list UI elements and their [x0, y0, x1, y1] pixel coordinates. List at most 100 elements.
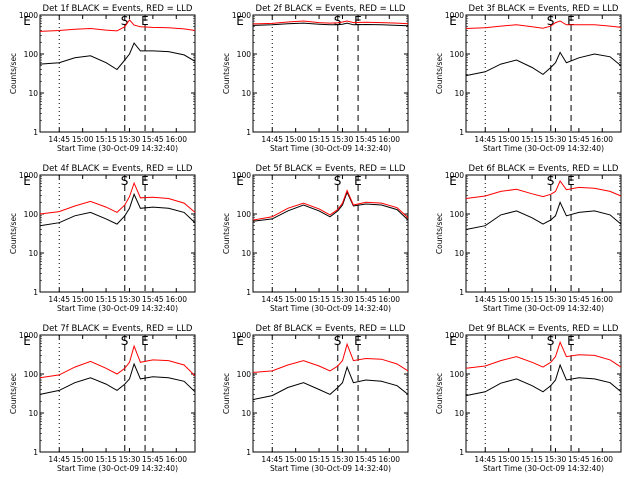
marker-label: E [236, 174, 244, 188]
series-lld-line [465, 340, 622, 369]
x-tick-label: 15:00 [72, 295, 94, 304]
x-tick-label: 15:30 [119, 135, 141, 144]
x-tick-label: 15:15 [521, 455, 543, 464]
x-tick-label: 16:00 [378, 295, 400, 304]
series-lld-line [252, 342, 409, 373]
x-tick-label: 15:30 [545, 295, 567, 304]
y-axis-label: Counts/sec [435, 213, 444, 254]
y-tick-label: 1 [459, 288, 464, 297]
y-tick-label: 10 [28, 89, 38, 98]
x-tick-label: 15:00 [285, 135, 307, 144]
x-tick-label: 15:15 [521, 135, 543, 144]
plot-frame [39, 334, 196, 453]
marker-label: S [334, 14, 342, 28]
x-axis-label: Start Time (30-Oct-09 14:32:40) [483, 144, 604, 153]
series-events-line [465, 363, 622, 397]
x-tick-label: 15:00 [285, 295, 307, 304]
marker-label: E [354, 334, 362, 348]
x-tick-label: 15:30 [332, 295, 354, 304]
x-tick-label: 15:30 [332, 455, 354, 464]
y-tick-label: 10 [241, 89, 251, 98]
x-tick-label: 15:00 [498, 135, 520, 144]
y-axis-label: Counts/sec [222, 213, 231, 254]
marker-label: E [236, 334, 244, 348]
series-lld-line [465, 180, 622, 199]
panel-det-9f: Det 9f BLACK = Events, RED = LLD 1 10 100 10… [435, 324, 622, 473]
x-tick-label: 15:15 [308, 455, 330, 464]
marker-label: E [141, 14, 149, 28]
y-axis-label: Counts/sec [222, 53, 231, 94]
series-events-line [39, 192, 196, 227]
x-axis-label: Start Time (30-Oct-09 14:32:40) [270, 464, 391, 473]
y-tick-label: 100 [24, 210, 39, 219]
x-tick-label: 15:45 [142, 135, 164, 144]
x-tick-label: 15:00 [498, 455, 520, 464]
x-axis-label: Start Time (30-Oct-09 14:32:40) [57, 464, 178, 473]
panel-title: Det 9f BLACK = Events, RED = LLD [469, 324, 619, 334]
y-tick-label: 1 [33, 448, 38, 457]
x-tick-label: 14:45 [261, 295, 283, 304]
x-tick-label: 14:45 [48, 295, 70, 304]
marker-label: S [334, 334, 342, 348]
y-axis-label: Counts/sec [435, 53, 444, 94]
marker-label: E [449, 334, 457, 348]
x-axis-label: Start Time (30-Oct-09 14:32:40) [483, 304, 604, 313]
marker-label: S [121, 14, 129, 28]
y-tick-label: 100 [237, 210, 252, 219]
y-tick-label: 100 [237, 370, 252, 379]
x-axis-label: Start Time (30-Oct-09 14:32:40) [270, 304, 391, 313]
series-lld-line [252, 20, 409, 25]
x-tick-label: 15:45 [142, 295, 164, 304]
y-tick-label: 10 [454, 249, 464, 258]
x-tick-label: 14:45 [474, 455, 496, 464]
plot-frame [465, 334, 622, 453]
marker-label: E [354, 14, 362, 28]
y-tick-label: 10 [241, 409, 251, 418]
panel-title: Det 4f BLACK = Events, RED = LLD [43, 164, 193, 174]
panel-title: Det 7f BLACK = Events, RED = LLD [43, 324, 193, 334]
series-events-line [252, 22, 409, 27]
y-tick-label: 1000 [232, 171, 251, 180]
x-tick-label: 14:45 [261, 135, 283, 144]
y-tick-label: 1000 [445, 331, 464, 340]
x-tick-label: 15:45 [568, 295, 590, 304]
series-lld-line [465, 20, 622, 29]
y-tick-label: 10 [28, 409, 38, 418]
x-tick-label: 15:30 [545, 135, 567, 144]
marker-label: S [334, 174, 342, 188]
panel-title: Det 6f BLACK = Events, RED = LLD [469, 164, 619, 174]
series-events-line [39, 42, 196, 71]
x-tick-label: 15:00 [72, 135, 94, 144]
x-axis-label: Start Time (30-Oct-09 14:32:40) [270, 144, 391, 153]
x-tick-label: 14:45 [261, 455, 283, 464]
marker-label: S [121, 334, 129, 348]
y-tick-label: 1 [33, 128, 38, 137]
marker-label: S [547, 174, 555, 188]
y-tick-label: 1 [459, 448, 464, 457]
series-events-line [252, 365, 409, 401]
x-tick-label: 15:15 [521, 295, 543, 304]
x-tick-label: 15:30 [332, 135, 354, 144]
y-tick-label: 1 [459, 128, 464, 137]
marker-label: S [547, 14, 555, 28]
x-tick-label: 15:15 [95, 455, 117, 464]
marker-label: E [449, 174, 457, 188]
y-tick-label: 1 [246, 448, 251, 457]
y-axis-label: Counts/sec [9, 213, 18, 254]
x-axis-label: Start Time (30-Oct-09 14:32:40) [483, 464, 604, 473]
plot-frame [39, 174, 196, 293]
y-tick-label: 100 [450, 210, 465, 219]
marker-label: E [567, 14, 575, 28]
series-lld-line [39, 19, 196, 32]
y-tick-label: 10 [454, 89, 464, 98]
marker-label: E [236, 14, 244, 28]
x-tick-label: 16:00 [165, 295, 187, 304]
plot-frame [252, 174, 409, 293]
x-tick-label: 15:15 [308, 135, 330, 144]
x-tick-label: 15:00 [72, 455, 94, 464]
x-tick-label: 15:45 [355, 135, 377, 144]
marker-label: E [23, 14, 31, 28]
y-tick-label: 1000 [445, 11, 464, 20]
panel-title: Det 3f BLACK = Events, RED = LLD [469, 4, 619, 14]
